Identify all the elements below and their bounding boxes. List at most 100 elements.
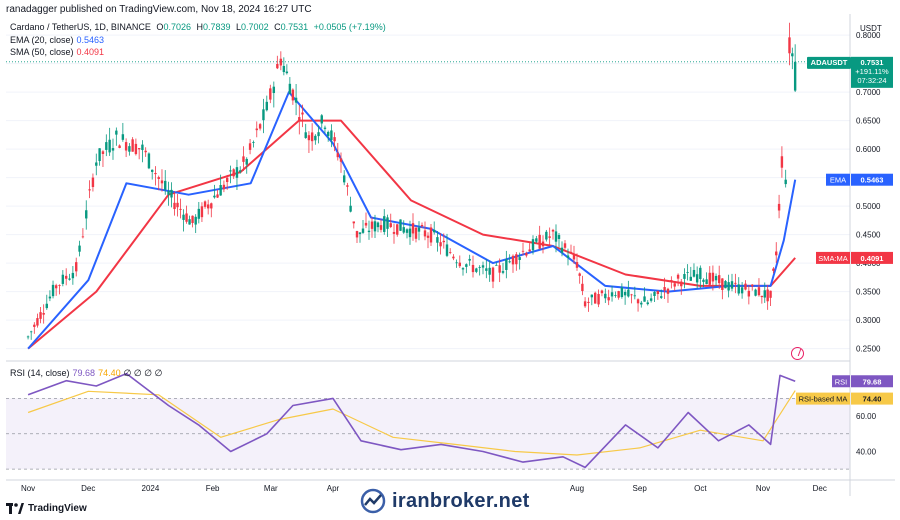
candle-body bbox=[373, 221, 377, 232]
candle-body bbox=[379, 225, 383, 230]
candle-body bbox=[663, 287, 666, 291]
candle-body bbox=[258, 124, 262, 129]
candle-body bbox=[51, 284, 55, 297]
time-tick-label: 2024 bbox=[142, 484, 160, 493]
ema-tag-label: EMA bbox=[830, 176, 846, 185]
candle-body bbox=[276, 63, 279, 69]
candle-body bbox=[164, 180, 167, 190]
time-tick-label: Aug bbox=[570, 484, 584, 493]
candle-body bbox=[670, 280, 673, 281]
candle-body bbox=[98, 148, 101, 162]
candle-body bbox=[203, 201, 207, 207]
candle-body bbox=[656, 290, 660, 295]
candle-body bbox=[213, 195, 216, 198]
candle-body bbox=[191, 215, 194, 223]
candle-body bbox=[349, 205, 352, 212]
rsi-ma-legend-value: 74.40 bbox=[98, 368, 121, 378]
candle-body bbox=[402, 227, 405, 233]
ema-legend[interactable]: EMA (20, close) 0.5463 bbox=[10, 35, 107, 45]
time-tick-label: Nov bbox=[21, 484, 35, 493]
sma-label-bg bbox=[816, 251, 850, 264]
candle-body bbox=[288, 83, 292, 95]
candle-body bbox=[42, 312, 45, 315]
rsi-tag-value: 79.68 bbox=[863, 377, 882, 386]
candle-body bbox=[88, 189, 91, 191]
price-tick-label: 0.6000 bbox=[856, 145, 881, 154]
sma-legend[interactable]: SMA (50, close) 0.4091 bbox=[10, 47, 107, 57]
moving-averages bbox=[6, 61, 850, 350]
candle-body bbox=[137, 148, 141, 150]
symbol-title: Cardano / TetherUS, 1D, BINANCE bbox=[10, 22, 151, 32]
candle-body bbox=[128, 146, 131, 152]
candle-body bbox=[364, 222, 368, 226]
candle-body bbox=[147, 153, 151, 169]
sma-value-bg bbox=[851, 251, 893, 264]
candle-body bbox=[754, 289, 757, 296]
rsi-legend[interactable]: RSI (14, close) 79.68 74.40 ∅ ∅ ∅ ∅ bbox=[10, 368, 165, 379]
candle-body bbox=[760, 295, 764, 298]
candle-body bbox=[245, 158, 248, 165]
candle-body bbox=[461, 268, 465, 270]
candle-body bbox=[75, 262, 78, 272]
candle-body bbox=[282, 65, 286, 73]
candle-body bbox=[724, 281, 727, 289]
low-label: L bbox=[236, 22, 242, 32]
candle-body bbox=[429, 227, 433, 243]
candle-body bbox=[788, 37, 791, 54]
candle-body bbox=[508, 261, 511, 263]
candle-body bbox=[581, 283, 584, 292]
candle-body bbox=[649, 298, 653, 301]
candle-body bbox=[551, 229, 555, 232]
candle-body bbox=[389, 223, 392, 228]
open-value: 0.7026 bbox=[163, 22, 191, 32]
candle-body bbox=[541, 241, 545, 247]
candle-body bbox=[766, 289, 769, 302]
candle-body bbox=[182, 214, 185, 220]
rsi-legend-label: RSI (14, close) bbox=[10, 368, 70, 378]
candle-body bbox=[708, 272, 711, 285]
candle-body bbox=[285, 71, 289, 74]
rsi-tick-label: 40.00 bbox=[856, 447, 877, 456]
candle-body bbox=[91, 177, 95, 188]
candle-body bbox=[614, 295, 617, 296]
tradingview-icon bbox=[6, 503, 24, 514]
ema-tag-value-bg bbox=[851, 173, 893, 186]
rsi-tick-label: 60.00 bbox=[856, 412, 877, 421]
candle-body bbox=[210, 203, 213, 209]
tradingview-logo[interactable]: TradingView bbox=[6, 503, 87, 514]
low-value: 0.7002 bbox=[241, 22, 269, 32]
last-price-text: 07:32:24 bbox=[857, 76, 886, 85]
candle-body bbox=[775, 251, 778, 256]
candle-body bbox=[587, 301, 590, 303]
candle-body bbox=[623, 291, 627, 296]
lightning-icon[interactable] bbox=[791, 347, 804, 360]
candle-body bbox=[575, 262, 579, 268]
candle-body bbox=[33, 324, 36, 327]
sma-legend-value: 0.4091 bbox=[76, 47, 105, 57]
currency-label: USDT bbox=[860, 24, 882, 33]
rsi-ma-tag-label: RSI-based MA bbox=[799, 395, 848, 404]
candle-body bbox=[780, 156, 784, 168]
candle-body bbox=[160, 180, 164, 184]
candle-body bbox=[170, 189, 173, 198]
grid bbox=[6, 34, 850, 350]
candle-body bbox=[157, 177, 160, 179]
candle-body bbox=[673, 283, 676, 287]
candle-body bbox=[194, 216, 197, 225]
candle-body bbox=[491, 267, 495, 282]
candle-body bbox=[597, 293, 600, 305]
candle-body bbox=[330, 130, 333, 141]
candle-body bbox=[272, 86, 276, 94]
candle-body bbox=[95, 162, 98, 166]
candle-body bbox=[714, 275, 718, 281]
rsi-lines bbox=[27, 372, 796, 469]
candle-body bbox=[769, 290, 772, 298]
candle-body bbox=[653, 291, 656, 296]
rsi-ma-tag-label-bg bbox=[796, 392, 850, 405]
candle-body bbox=[301, 112, 304, 115]
candle-body bbox=[610, 292, 614, 297]
candle-body bbox=[105, 142, 108, 150]
candle-body bbox=[531, 239, 535, 251]
candle-body bbox=[269, 88, 272, 100]
close-label: C bbox=[274, 22, 281, 32]
